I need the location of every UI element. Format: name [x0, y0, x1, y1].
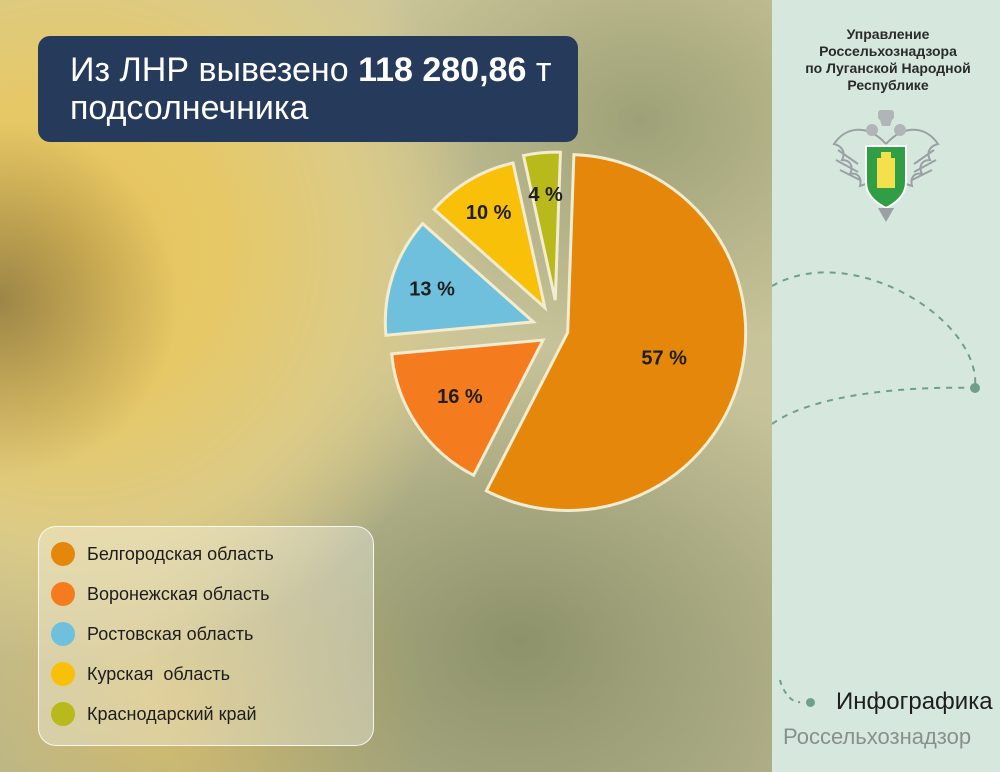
organization-name-line: Управление: [846, 26, 930, 42]
footer-subtitle: Россельхознадзор: [783, 724, 972, 749]
organization-name-line: Россельхознадзора: [819, 43, 957, 59]
title-line-2: подсолнечника: [70, 89, 309, 127]
title-line-1: Из ЛНР вывезено 118 280,86 т: [70, 50, 551, 90]
legend-item: Ростовская область: [51, 619, 253, 649]
chart-legend: Белгородская область Воронежская область Р…: [38, 526, 374, 746]
pie-slice-label: 13 %: [409, 279, 455, 301]
pie-slice-label: 4 %: [528, 184, 563, 206]
decorative-dashed-lines: [772, 271, 980, 704]
title-unit: т: [535, 51, 552, 89]
legend-color-dot: [51, 582, 75, 606]
title-prefix: Из ЛНР вывезено: [70, 51, 349, 89]
legend-color-dot: [51, 542, 75, 566]
legend-label: Ростовская область: [87, 623, 254, 644]
legend-label: Белгородская область: [87, 543, 274, 564]
legend-label: Курская область: [87, 663, 230, 684]
legend-item: Краснодарский край: [51, 699, 257, 729]
pie-slice: [521, 150, 562, 301]
organization-name: Управление Россельхознадзора по Луганско…: [790, 26, 986, 94]
legend-label: Краснодарский край: [87, 703, 257, 724]
pie-slice: [383, 221, 537, 337]
legend-item: Курская область: [51, 659, 230, 689]
legend-color-dot: [51, 622, 75, 646]
title-banner: Из ЛНР вывезено 118 280,86 т подсолнечни…: [38, 36, 578, 142]
coat-of-arms-icon: [832, 110, 940, 222]
pie-slice-label: 10 %: [466, 202, 512, 224]
footer-title: Инфографика: [836, 688, 993, 715]
legend-color-dot: [51, 662, 75, 686]
pie-slice-label: 57 %: [641, 348, 687, 370]
legend-label: Воронежская область: [87, 583, 270, 604]
pie-slice: [390, 338, 546, 478]
legend-color-dot: [51, 702, 75, 726]
right-panel: [772, 0, 1000, 772]
footer-dot-icon: [806, 698, 815, 707]
pie-slice: [484, 153, 748, 512]
title-amount: 118 280,86: [358, 51, 527, 89]
legend-item: Воронежская область: [51, 579, 270, 609]
pie-chart: 57 % 16 % 13 % 10 % 4 %: [383, 150, 748, 512]
legend-item: Белгородская область: [51, 539, 274, 569]
organization-name-line: Республике: [847, 77, 929, 93]
pie-slice: [432, 161, 548, 312]
organization-name-line: по Луганской Народной: [805, 60, 971, 76]
pie-slice-label: 16 %: [437, 386, 483, 408]
